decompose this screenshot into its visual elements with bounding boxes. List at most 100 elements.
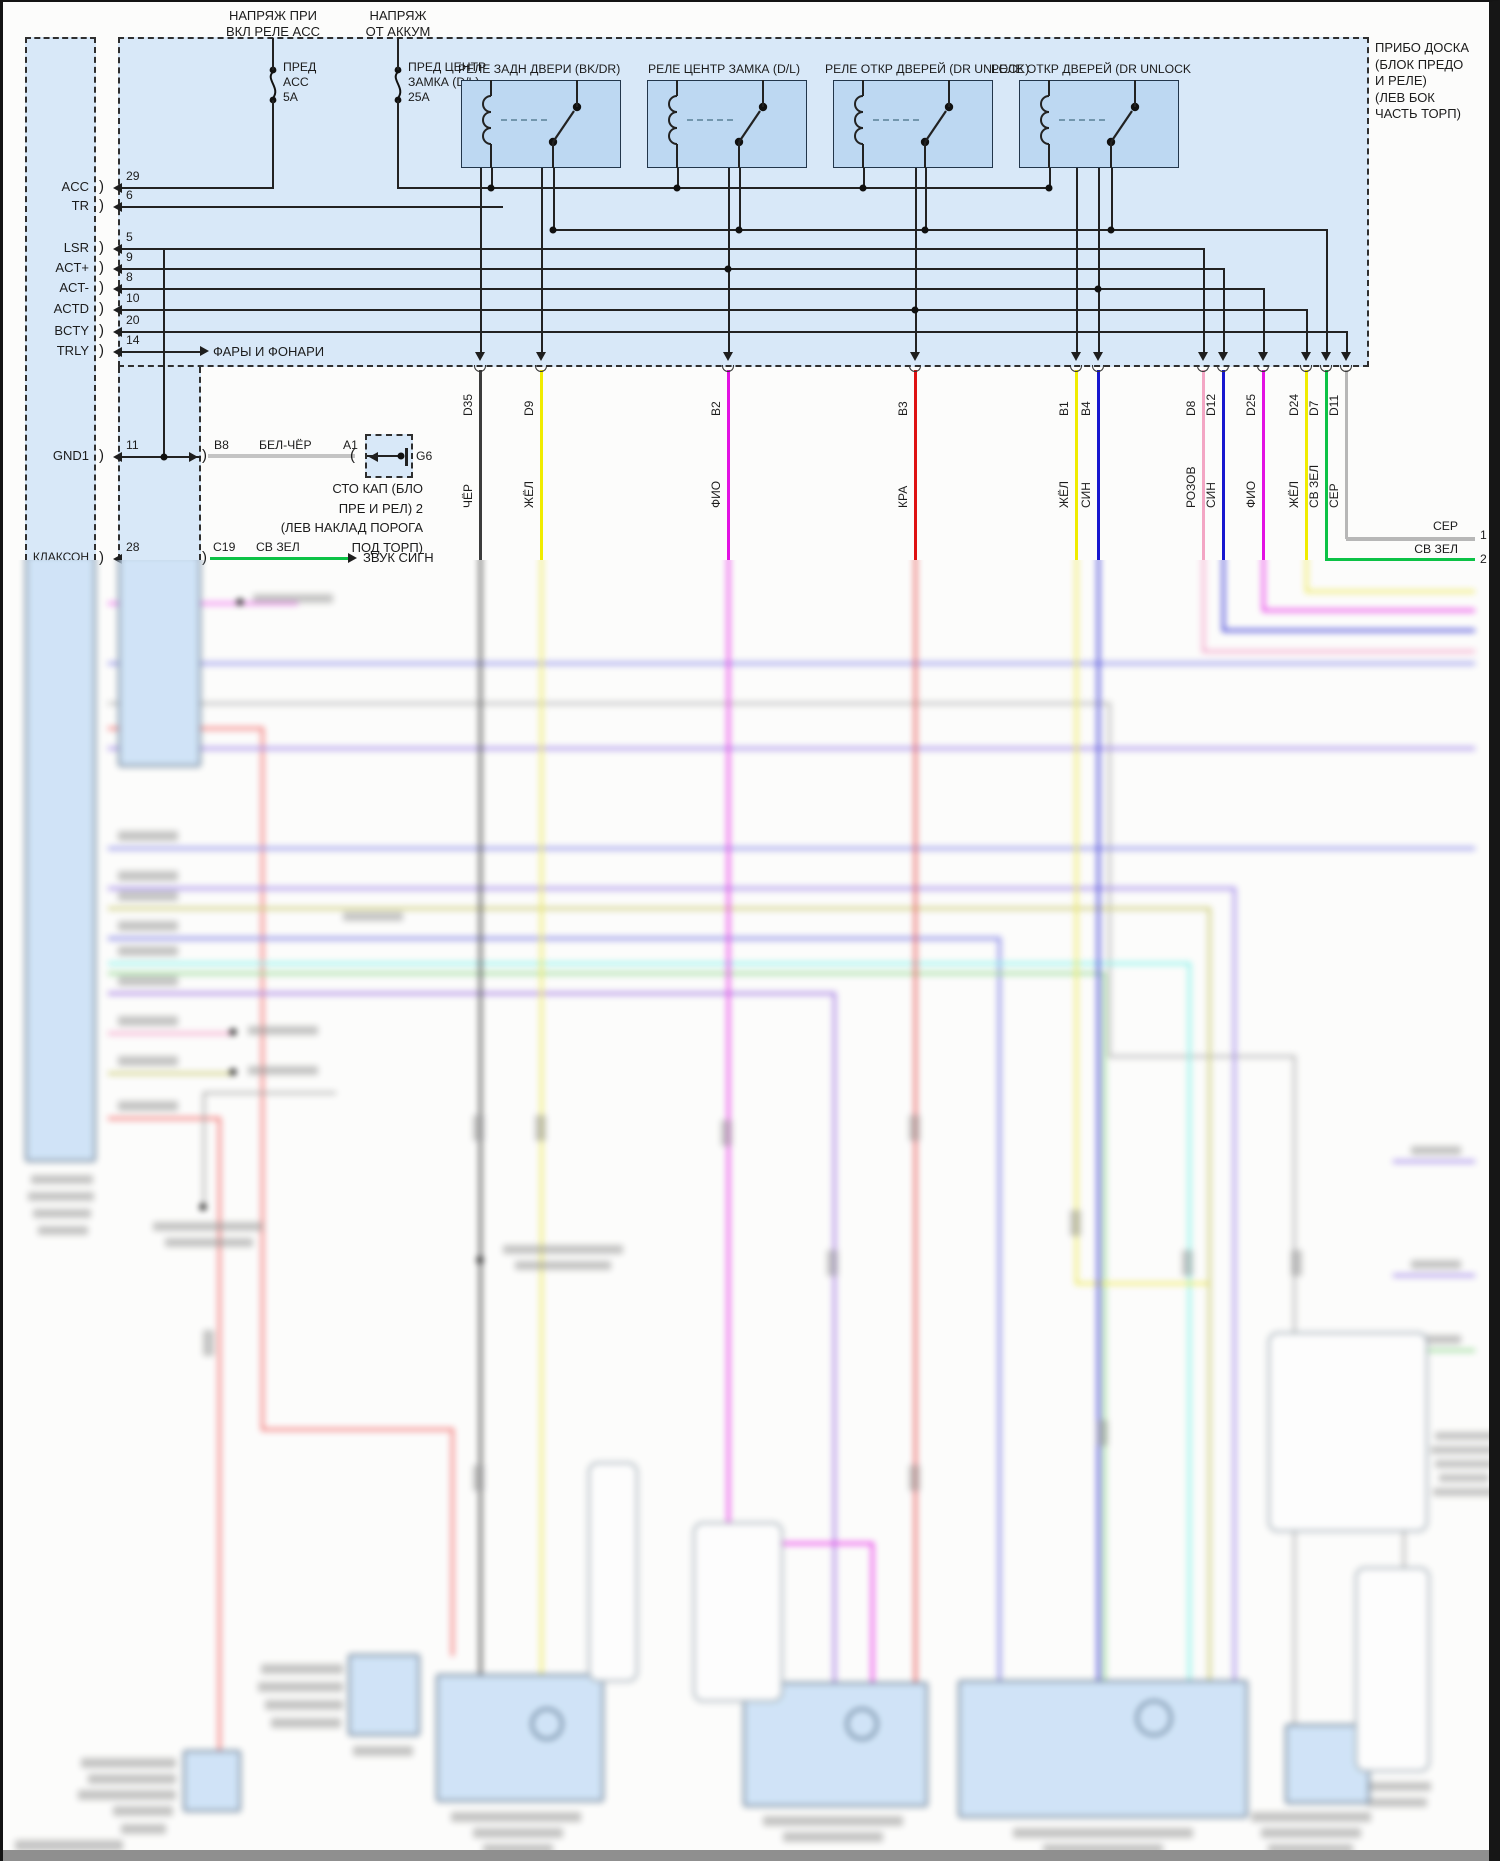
connector-cup-icon [909,365,921,372]
gnd-note-line: СТО КАП (БЛО [332,481,423,496]
wire-segment [833,992,836,1684]
wire-color: ФИО [709,480,723,508]
wire-segment [1202,650,1475,653]
blurred-text [1411,1260,1461,1269]
blurred-text [118,1056,178,1066]
blurred-lower-section [3,560,1489,1861]
connector-cup-icon [1217,365,1229,372]
wire-segment [210,557,348,560]
wire-code: D7 [1307,400,1321,416]
arrow-down-icon [1321,352,1331,361]
component-box [436,1674,604,1802]
wire-code: D25 [1244,393,1258,416]
wire-segment [118,268,1224,270]
junction-dot [911,306,919,314]
blurred-text [118,946,178,956]
wire-segment [1076,168,1078,354]
wire-segment [397,100,399,189]
wire-segment [1203,248,1205,354]
panel-note-line: ЧАСТЬ ТОРП) [1375,106,1461,121]
wire-segment [108,992,833,995]
blurred-text [473,1828,563,1838]
arrow-down-icon [536,352,546,361]
component-box [348,1654,420,1736]
blurred-text [118,1101,178,1111]
blurred-text [909,1465,920,1491]
wire-color: СИН [1204,482,1218,508]
blurred-text [1013,1828,1193,1838]
wire-segment [118,187,273,189]
blurred-text [118,1016,178,1026]
relay-box-unlock-1 [833,80,993,168]
component-outline-box [588,1462,638,1682]
connector-cup-icon [1197,365,1209,372]
junction-dot [397,452,405,460]
blurred-text [451,1812,581,1822]
wire-segment [1262,609,1475,612]
wire-code: D9 [522,400,536,416]
wire-segment [218,1117,221,1752]
blurred-text [118,891,178,901]
connector-glyph: ) [99,447,104,464]
pin-label-act-plus: ACT+ [55,260,89,275]
gnd-note-line: ПРЕ И РЕЛ) 2 [338,500,423,516]
blurred-text [1435,1432,1489,1440]
wire-segment [261,727,264,1430]
wire-segment [727,1542,873,1545]
wire-code: D35 [461,393,475,416]
blurred-text [721,1120,732,1146]
wire-segment [1097,560,1100,1682]
blurred-text [113,1806,173,1816]
relay-label-4: РЕЛЕ ОТКР ДВЕРЕЙ (DR UNLOCK [991,62,1192,76]
wire-color: ФИО [1244,480,1258,508]
wire-segment [118,456,201,458]
connector-cup-icon [1257,365,1269,372]
blurred-text [248,1066,318,1075]
junction-dot [1045,184,1053,192]
pin-arrow-icon [113,327,122,337]
relay-symbol-icon [854,80,954,168]
connector-cup-icon [1070,365,1082,372]
pin-label-acc: ACC [61,179,89,194]
panel-note-line: ПРИБО ДОСКА [1375,40,1470,55]
terminal-label-1: СЕР [1432,519,1458,533]
blurred-text [78,1790,176,1800]
wire-segment [863,168,865,188]
wire-color: КРА [896,485,910,508]
fuse-acc-label: ПРЕД ACC 5A [283,60,316,105]
gnd-pin-b: A1 [343,438,358,452]
pin-num: 20 [126,313,140,327]
wire-segment [108,972,1103,975]
wire-segment [1393,1160,1475,1163]
wire-segment [727,560,730,1544]
component-outline-box [1355,1567,1430,1772]
connector-cup-icon [722,365,734,372]
connector-cup-icon [474,365,486,372]
arrow-down-icon [1301,352,1311,361]
wire-code: B3 [896,401,910,416]
wire-segment [261,1428,451,1431]
wire-segment [118,288,1264,290]
wire-code: D12 [1204,393,1218,416]
pin-arrow-icon [113,202,122,212]
component-box [183,1750,241,1812]
blurred-content [3,560,1489,1861]
wire-segment [677,168,679,188]
wire-segment [1222,629,1475,632]
terminal-label-2: СВ ЗЕЛ [1414,542,1458,556]
connector-glyph: ( [350,447,355,464]
wire-segment [1263,288,1265,354]
wire-segment [480,168,482,354]
junction-dot [236,598,244,606]
connector-cup-icon [1300,365,1312,372]
relay-symbol-icon [668,80,768,168]
wire-segment [925,168,927,230]
wire-segment [739,168,741,230]
top-note-acc-relay: НАПРЯЖ ПРИ ВКЛ РЕЛЕ ACC [198,8,348,41]
wire-segment [108,702,1108,705]
wire-segment [1262,370,1265,560]
wire-segment [1398,1349,1475,1352]
junction-dot [487,184,495,192]
pin-arrow-icon [113,244,122,254]
wire-segment [398,187,1049,189]
